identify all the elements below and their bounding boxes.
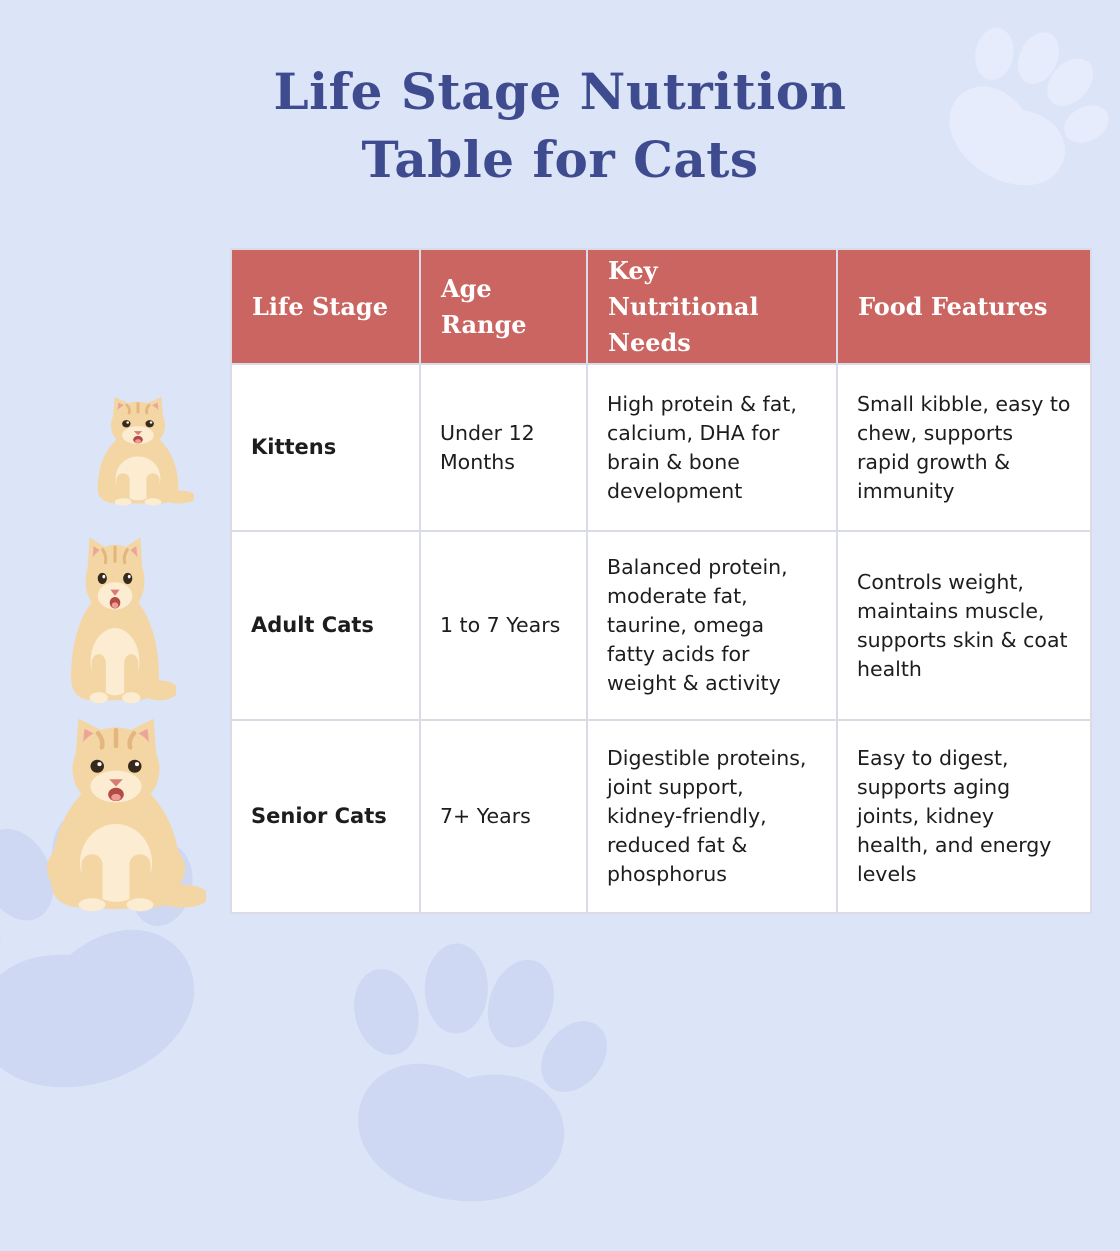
cell-nutritional-needs: Digestible proteins, joint support, kidn… xyxy=(586,719,838,914)
cell-food-features: Easy to digest, supports aging joints, k… xyxy=(836,719,1092,914)
cell-nutritional-needs: High protein & fat, calcium, DHA for bra… xyxy=(586,363,838,532)
table-row-adult-cats: Adult Cats 1 to 7 Years Balanced protein… xyxy=(230,530,1092,721)
cell-age-range: 1 to 7 Years xyxy=(419,530,588,721)
column-header-age-range: Age Range xyxy=(419,248,588,365)
kitten-photo xyxy=(82,392,194,506)
table-row-senior-cats: Senior Cats 7+ Years Digestible proteins… xyxy=(230,719,1092,914)
cell-life-stage: Kittens xyxy=(230,363,421,532)
column-header-life-stage: Life Stage xyxy=(230,248,421,365)
cell-age-range: 7+ Years xyxy=(419,719,588,914)
table-row-kittens: Kittens Under 12 Months High protein & f… xyxy=(230,363,1092,532)
column-header-nutritional-needs: Key Nutritional Needs xyxy=(586,248,838,365)
nutrition-table: Life Stage Age Range Key Nutritional Nee… xyxy=(230,248,1092,914)
cell-life-stage: Adult Cats xyxy=(230,530,421,721)
table-header-row: Life Stage Age Range Key Nutritional Nee… xyxy=(230,248,1092,365)
cell-life-stage: Senior Cats xyxy=(230,719,421,914)
cell-food-features: Small kibble, easy to chew, supports rap… xyxy=(836,363,1092,532)
page-title-line-1: Life Stage Nutrition xyxy=(273,62,847,121)
cell-food-features: Controls weight, maintains muscle, suppo… xyxy=(836,530,1092,721)
senior-cat-photo xyxy=(26,710,206,912)
cell-age-range: Under 12 Months xyxy=(419,363,588,532)
column-header-food-features: Food Features xyxy=(836,248,1092,365)
page-title-line-2: Table for Cats xyxy=(361,130,759,189)
page-title: Life Stage Nutrition Table for Cats xyxy=(0,58,1120,194)
paw-print-watermark-bottom-center-icon xyxy=(299,909,638,1248)
cell-nutritional-needs: Balanced protein, moderate fat, taurine,… xyxy=(586,530,838,721)
adult-cat-photo xyxy=(54,530,176,704)
